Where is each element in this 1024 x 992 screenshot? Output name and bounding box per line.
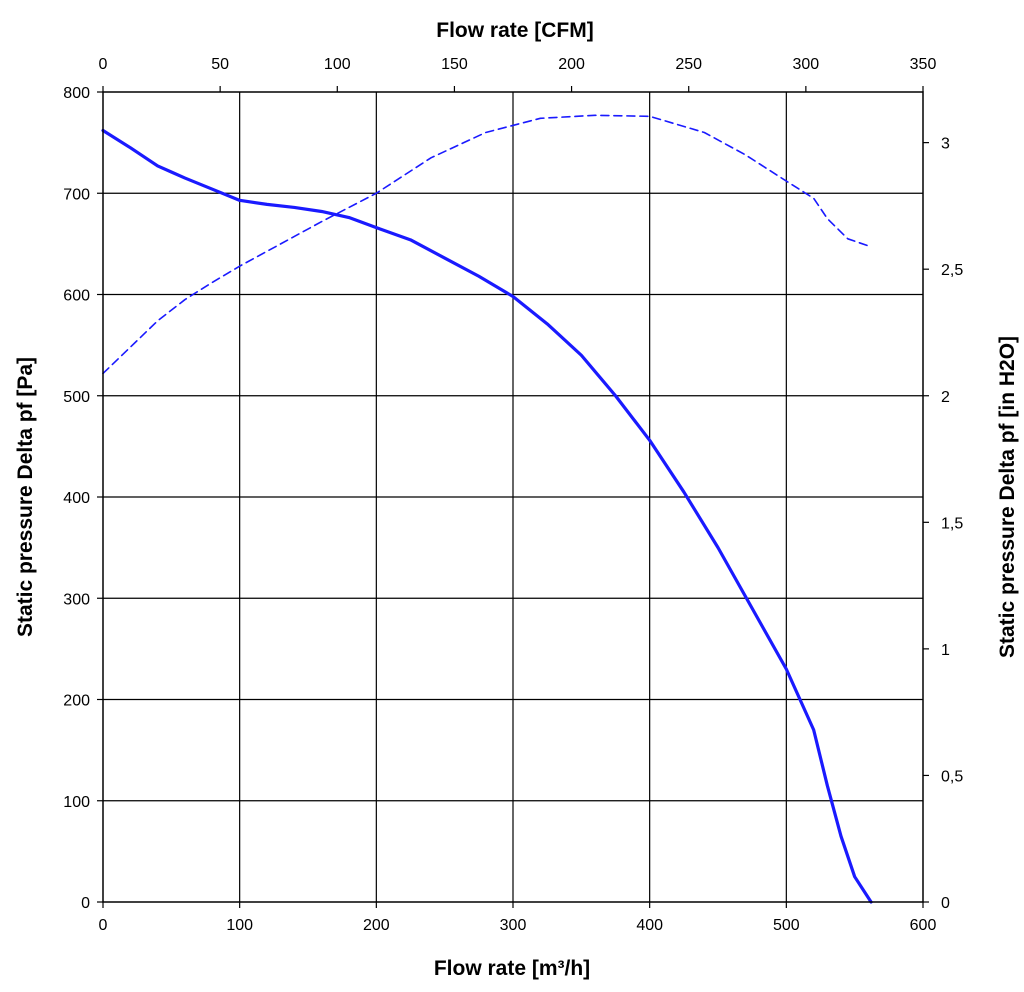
x-tick-label-300: 300 [500,917,527,934]
x2-tick-label-200: 200 [558,56,585,73]
dashed-series-line [102,114,870,375]
y-tick-label-700: 700 [63,186,90,203]
y2-tick-label-2: 2 [941,389,950,406]
y-axis-title-right: Static pressure Delta pf [in H2O] [996,336,1019,658]
x-tick-label-500: 500 [773,917,800,934]
y-tick-label-800: 800 [63,85,90,102]
x2-tick-label-250: 250 [675,56,702,73]
x-axis-title-top: Flow rate [CFM] [436,19,594,42]
y-tick-label-100: 100 [63,794,90,811]
solid-series-line [101,128,873,904]
y2-tick-label-1,5: 1,5 [941,515,963,532]
x2-tick-label-100: 100 [324,56,351,73]
x-axis-title-bottom: Flow rate [m³/h] [434,957,590,980]
axis-layer: 0 100 200 300 400 500 600010020030040050060070… [63,56,963,934]
x2-tick-label-150: 150 [441,56,468,73]
x-tick-label-200: 200 [363,917,390,934]
y-tick-label-600: 600 [63,288,90,305]
y-axis-title-left: Static pressure Delta pf [Pa] [14,357,37,637]
series-layer [101,114,873,904]
x-tick-label-100: 100 [226,917,253,934]
y-tick-label-200: 200 [63,693,90,710]
y-tick-label-300: 300 [63,591,90,608]
x-tick-label-400: 400 [636,917,663,934]
x-tick-label-600: 600 [910,917,937,934]
x2-tick-label-50: 50 [211,56,229,73]
x2-tick-label-350: 350 [910,56,937,73]
y2-tick-label-1: 1 [941,642,950,659]
y2-tick-label-0: 0 [941,895,950,912]
y-tick-label-500: 500 [63,389,90,406]
y2-tick-label-3: 3 [941,136,950,153]
y2-tick-label-2,5: 2,5 [941,262,963,279]
x-tick-label-0: 0 [99,917,108,934]
y-tick-label-400: 400 [63,490,90,507]
x2-tick-label-0: 0 [99,56,108,73]
x2-tick-label-300: 300 [793,56,820,73]
y2-tick-label-0,5: 0,5 [941,768,963,785]
y-tick-label-0: 0 [81,895,90,912]
grid-layer [103,92,923,902]
